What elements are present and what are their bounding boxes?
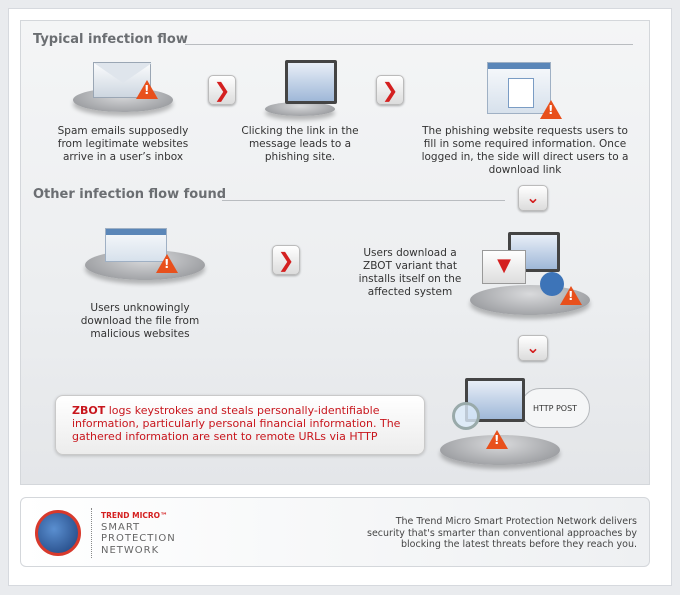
- warning-icon: !: [136, 80, 158, 99]
- divider: [91, 508, 92, 558]
- divider: [185, 44, 633, 45]
- down-arrow: ⌄: [518, 185, 548, 211]
- monitor-click-icon: [285, 60, 337, 104]
- keyboard: [265, 102, 335, 116]
- http-post-cloud: HTTP POST: [520, 388, 590, 428]
- section-title-other: Other infection flow found: [33, 187, 227, 202]
- next-arrow: ❯: [376, 75, 404, 105]
- email-envelope-icon: [93, 62, 152, 98]
- footer-banner: TREND MICRO™ SMART PROTECTION NETWORK Th…: [20, 497, 650, 567]
- step-caption: Spam emails supposedly from legitimate w…: [57, 125, 189, 163]
- brand-name: TREND MICRO™ SMART PROTECTION NETWORK: [101, 511, 176, 556]
- down-arrow: ⌄: [518, 335, 548, 361]
- step-caption: Users download a ZBOT variant that insta…: [358, 247, 462, 298]
- step-caption: Users unknowingly download the file from…: [80, 302, 200, 340]
- next-arrow: ❯: [208, 75, 236, 105]
- step-caption: The phishing website requests users to f…: [421, 125, 629, 176]
- footer-text: The Trend Micro Smart Protection Network…: [367, 516, 638, 550]
- next-arrow: ❯: [272, 245, 300, 275]
- divider: [222, 200, 505, 201]
- step-caption: Clicking the link in the message leads t…: [241, 125, 359, 163]
- warning-icon: !: [156, 254, 178, 273]
- zbot-callout: ZBOT logs keystrokes and steals personal…: [55, 395, 425, 455]
- download-icon: ▼: [482, 250, 526, 284]
- warning-icon: !: [486, 430, 508, 449]
- smart-protection-network-logo: [35, 510, 81, 556]
- user-profile-icon: [508, 78, 534, 108]
- monitor-icon: [465, 378, 525, 422]
- magnifier-icon: [452, 402, 480, 430]
- warning-icon: !: [540, 100, 562, 119]
- warning-icon: !: [560, 286, 582, 305]
- section-title-typical: Typical infection flow: [33, 32, 188, 47]
